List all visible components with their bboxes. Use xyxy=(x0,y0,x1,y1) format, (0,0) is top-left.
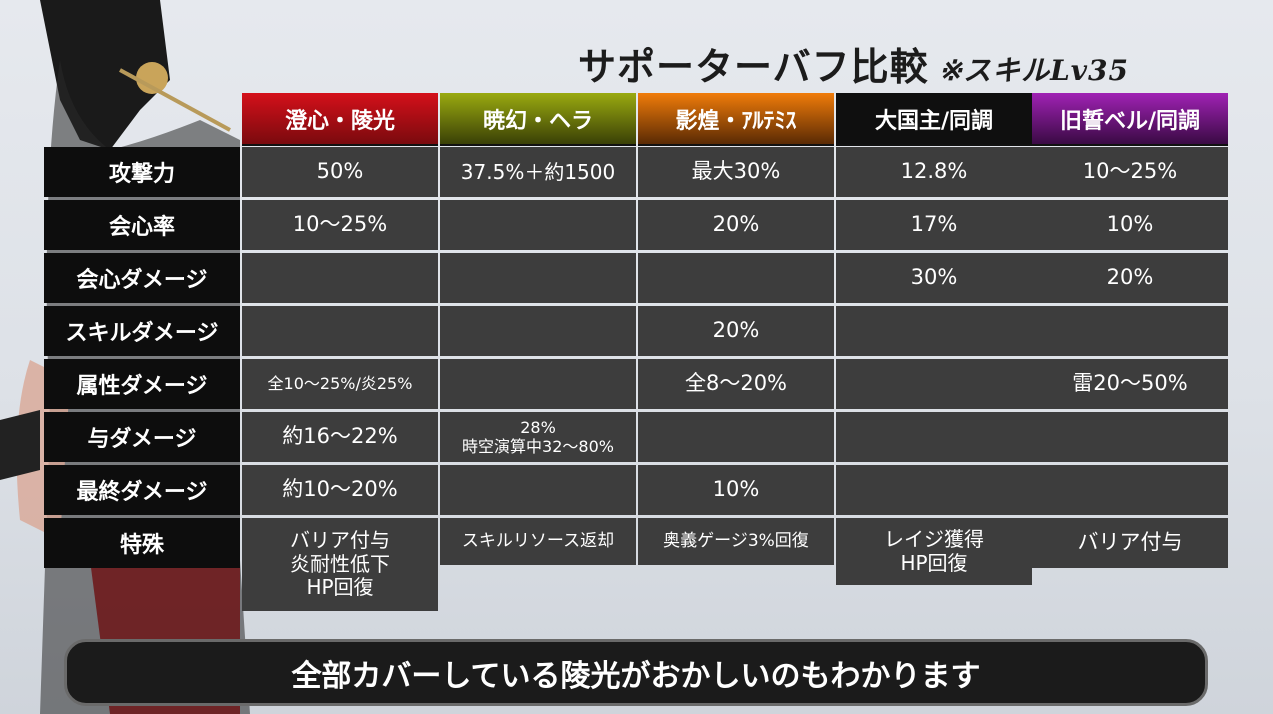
cell-attack-bell: 10～25% xyxy=(1032,147,1228,197)
cell-dmgdealt-artemis xyxy=(638,412,834,462)
cell-attack-hera: 37.5%＋約1500 xyxy=(440,147,636,197)
cell-critrate-artemis: 20% xyxy=(638,200,834,250)
special-bell-line1: バリア付与 xyxy=(1077,530,1183,555)
row-label-damage-dealt: 与ダメージ xyxy=(44,412,240,462)
special-artemis-line1: 奥義ゲージ3%回復 xyxy=(663,531,809,552)
cell-elemdmg-hera xyxy=(440,359,636,409)
special-okuninushi-line1: レイジ獲得 xyxy=(884,526,984,551)
character-illustration xyxy=(0,0,250,714)
cell-critdmg-hera xyxy=(440,253,636,303)
cell-special-bell: バリア付与 xyxy=(1032,518,1228,568)
cell-finaldmg-ryoko: 約10～20% xyxy=(242,465,438,515)
special-ryoko-line2: 炎耐性低下 xyxy=(290,551,390,576)
special-okuninushi-line2: HP回復 xyxy=(900,550,968,575)
row-label-skill-damage: スキルダメージ xyxy=(44,306,240,356)
cell-dmgdealt-hera: 28% 時空演算中32～80% xyxy=(440,412,636,462)
column-header-okuninushi: 大国主/同調 xyxy=(836,93,1032,146)
cell-elemdmg-bell: 雷20～50% xyxy=(1032,359,1228,409)
cell-dmgdealt-okuninushi xyxy=(836,412,1032,462)
cell-finaldmg-okuninushi xyxy=(836,465,1032,515)
cell-elemdmg-okuninushi xyxy=(836,359,1032,409)
cell-finaldmg-bell xyxy=(1032,465,1228,515)
special-hera-line1: スキルリソース返却 xyxy=(461,531,615,552)
column-header-bell: 旧誓ベル/同調 xyxy=(1032,93,1228,146)
cell-skilldmg-hera xyxy=(440,306,636,356)
cell-critrate-okuninushi: 17% xyxy=(836,200,1032,250)
cell-special-hera: スキルリソース返却 xyxy=(440,518,636,565)
cell-attack-artemis: 最大30% xyxy=(638,147,834,197)
cell-dmgdealt-bell xyxy=(1032,412,1228,462)
cell-critdmg-bell: 20% xyxy=(1032,253,1228,303)
cell-attack-okuninushi: 12.8% xyxy=(836,147,1032,197)
cell-skilldmg-bell xyxy=(1032,306,1228,356)
cell-finaldmg-artemis: 10% xyxy=(638,465,834,515)
subtitle-text: 全部カバーしている陵光がおかしいのもわかります xyxy=(291,658,981,694)
column-header-hera: 暁幻・ヘラ xyxy=(440,93,636,146)
cell-attack-ryoko: 50% xyxy=(242,147,438,197)
row-label-final-damage: 最終ダメージ xyxy=(44,465,240,515)
cell-skilldmg-ryoko xyxy=(242,306,438,356)
cell-dmgdealt-hera-line2: 時空演算中32～80% xyxy=(462,437,614,456)
column-header-artemis: 影煌・ｱﾙﾃﾐｽ xyxy=(638,93,834,146)
cell-dmgdealt-ryoko: 約16～22% xyxy=(242,412,438,462)
cell-critrate-ryoko: 10～25% xyxy=(242,200,438,250)
cell-critrate-bell: 10% xyxy=(1032,200,1228,250)
title-main: サポーターバフ比較 xyxy=(578,44,929,89)
special-ryoko-line3: HP回復 xyxy=(306,575,374,600)
cell-critdmg-artemis xyxy=(638,253,834,303)
cell-critdmg-okuninushi: 30% xyxy=(836,253,1032,303)
row-label-attack: 攻撃力 xyxy=(44,147,240,197)
cell-dmgdealt-hera-line1: 28% xyxy=(520,417,556,437)
cell-special-okuninushi: レイジ獲得 HP回復 xyxy=(836,518,1032,585)
cell-finaldmg-hera xyxy=(440,465,636,515)
cell-critrate-hera xyxy=(440,200,636,250)
column-header-ryoko: 澄心・陵光 xyxy=(242,93,438,146)
row-label-element-damage: 属性ダメージ xyxy=(44,359,240,409)
title-note: ※スキルLv35 xyxy=(938,54,1130,87)
cell-special-ryoko: バリア付与 炎耐性低下 HP回復 xyxy=(242,518,438,611)
cell-special-artemis: 奥義ゲージ3%回復 xyxy=(638,518,834,565)
special-ryoko-line1: バリア付与 xyxy=(290,528,390,553)
cell-elemdmg-artemis: 全8～20% xyxy=(638,359,834,409)
row-label-special: 特殊 xyxy=(44,518,240,568)
row-label-crit-damage: 会心ダメージ xyxy=(44,253,240,303)
cell-elemdmg-ryoko: 全10～25%/炎25% xyxy=(242,359,438,409)
page-title: サポーターバフ比較 ※スキルLv35 xyxy=(578,36,1129,91)
cell-skilldmg-artemis: 20% xyxy=(638,306,834,356)
cell-skilldmg-okuninushi xyxy=(836,306,1032,356)
row-label-crit-rate: 会心率 xyxy=(44,200,240,250)
subtitle-banner: 全部カバーしている陵光がおかしいのもわかります xyxy=(64,639,1208,706)
cell-critdmg-ryoko xyxy=(242,253,438,303)
